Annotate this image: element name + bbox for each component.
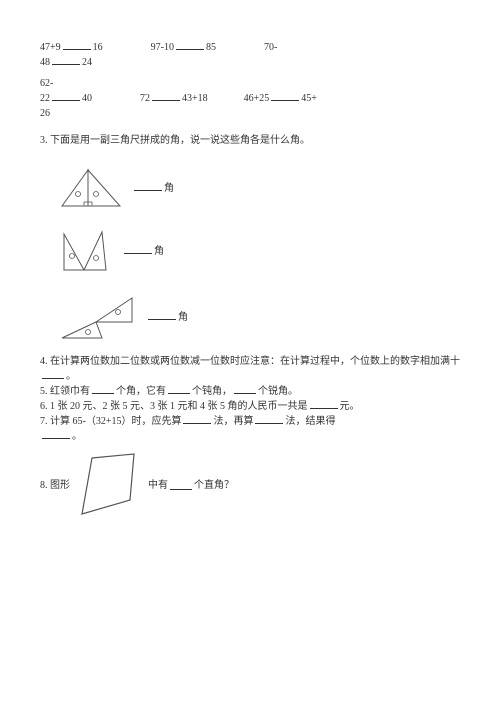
eq-d-end: 40 xyxy=(82,93,92,104)
q7-line2: 。 xyxy=(40,429,460,444)
q7-a: 7. 计算 65-（32+15）时，应先算 xyxy=(40,416,181,427)
q5-b: 个角，它有 xyxy=(116,386,166,397)
blank[interactable] xyxy=(255,414,283,424)
blank[interactable] xyxy=(42,369,64,379)
equation-block-5: 26 xyxy=(40,106,460,121)
eq-f-rhs: 45+ xyxy=(301,93,317,104)
eq-b-rhs: 85 xyxy=(206,42,216,53)
q5: 5. 红领巾有 个角，它有 个钝角， 个锐角。 xyxy=(40,384,460,399)
blank[interactable] xyxy=(92,384,114,394)
blank[interactable] xyxy=(170,480,192,490)
eq-c-mid: 48 xyxy=(40,57,50,68)
eq-c-pre: 70- xyxy=(264,40,277,55)
blank[interactable] xyxy=(52,91,80,101)
eq-c-end: 24 xyxy=(82,57,92,68)
equation-block-3: 62- xyxy=(40,76,460,91)
blank[interactable] xyxy=(134,181,162,191)
q7: 7. 计算 65-（32+15）时，应先算 法，再算 法，结果得 xyxy=(40,414,460,429)
q8: 8. 图形 中有 个直角？ xyxy=(40,450,460,520)
blank[interactable] xyxy=(148,310,176,320)
eq-e-rhs: 43+18 xyxy=(182,93,208,104)
blank[interactable] xyxy=(168,384,190,394)
q7-c: 法，结果得 xyxy=(285,416,335,427)
q8-b: 中有 xyxy=(148,478,168,493)
q4-text-a: 4. 在计算两位数加二位数或两位数减一位数时应注意：在计算过程中，个位数上的数字… xyxy=(40,356,460,367)
eq-f: 46+25 45+ xyxy=(244,91,317,106)
blank[interactable] xyxy=(52,55,80,65)
q5-d: 个锐角。 xyxy=(258,386,298,397)
blank[interactable] xyxy=(234,384,256,394)
eq-e-lhs: 72 xyxy=(140,93,150,104)
q6-b: 元。 xyxy=(340,401,360,412)
eq-d-pre: 62- xyxy=(40,76,53,91)
q4-text-b: 。 xyxy=(66,371,76,382)
equation-block-4: 22 40 72 43+18 46+25 45+ xyxy=(40,91,460,106)
q3-title: 3. 下面是用一副三角尺拼成的角，说一说这些角各是什么角。 xyxy=(40,133,460,148)
blank[interactable] xyxy=(271,91,299,101)
eq-b-lhs: 97-10 xyxy=(151,42,174,53)
eq-a-rhs: 16 xyxy=(93,42,103,53)
triangle-rulers-icon xyxy=(58,166,124,210)
eq-d: 22 40 xyxy=(40,91,92,106)
quadrilateral-icon xyxy=(76,450,142,520)
eq-a-lhs: 47+9 xyxy=(40,42,61,53)
angle-label: 角 xyxy=(178,312,188,323)
q8-a: 8. 图形 xyxy=(40,478,70,493)
blank[interactable] xyxy=(63,40,91,50)
q7-d: 。 xyxy=(72,431,82,442)
angle-label: 角 xyxy=(164,183,174,194)
q4: 4. 在计算两位数加二位数或两位数减一位数时应注意：在计算过程中，个位数上的数字… xyxy=(40,354,460,384)
q6: 6. 1 张 20 元、2 张 5 元、3 张 1 元和 4 张 5 角的人民币… xyxy=(40,399,460,414)
q7-b: 法，再算 xyxy=(213,416,253,427)
q3-figure-1: 角 xyxy=(58,166,460,210)
q8-c: 个直角？ xyxy=(194,478,234,493)
eq-e: 72 43+18 xyxy=(140,91,208,106)
equation-block-2: 48 24 xyxy=(40,55,460,70)
q6-a: 6. 1 张 20 元、2 张 5 元、3 张 1 元和 4 张 5 角的人民币… xyxy=(40,401,308,412)
blank[interactable] xyxy=(152,91,180,101)
eq-a: 47+9 16 xyxy=(40,40,103,55)
angle-label: 角 xyxy=(154,246,164,257)
blank[interactable] xyxy=(124,244,152,254)
q3-fig1-label: 角 xyxy=(132,181,174,196)
q3-fig3-label: 角 xyxy=(146,310,188,325)
triangle-rulers-icon xyxy=(58,292,138,342)
q3-figure-3: 角 xyxy=(58,292,460,342)
blank[interactable] xyxy=(183,414,211,424)
q5-a: 5. 红领巾有 xyxy=(40,386,90,397)
q5-c: 个钝角， xyxy=(192,386,232,397)
blank[interactable] xyxy=(42,429,70,439)
eq-d-mid: 22 xyxy=(40,93,50,104)
eq-f3: 26 xyxy=(40,106,50,121)
blank[interactable] xyxy=(310,399,338,409)
triangle-rulers-icon xyxy=(58,228,114,274)
q3-figure-2: 角 xyxy=(58,228,460,274)
blank[interactable] xyxy=(176,40,204,50)
equation-block: 47+9 16 97-10 85 70- xyxy=(40,40,460,55)
q3-fig2-label: 角 xyxy=(122,244,164,259)
eq-c: 48 24 xyxy=(40,55,92,70)
eq-f-lhs: 46+25 xyxy=(244,93,270,104)
eq-b: 97-10 85 xyxy=(151,40,216,55)
